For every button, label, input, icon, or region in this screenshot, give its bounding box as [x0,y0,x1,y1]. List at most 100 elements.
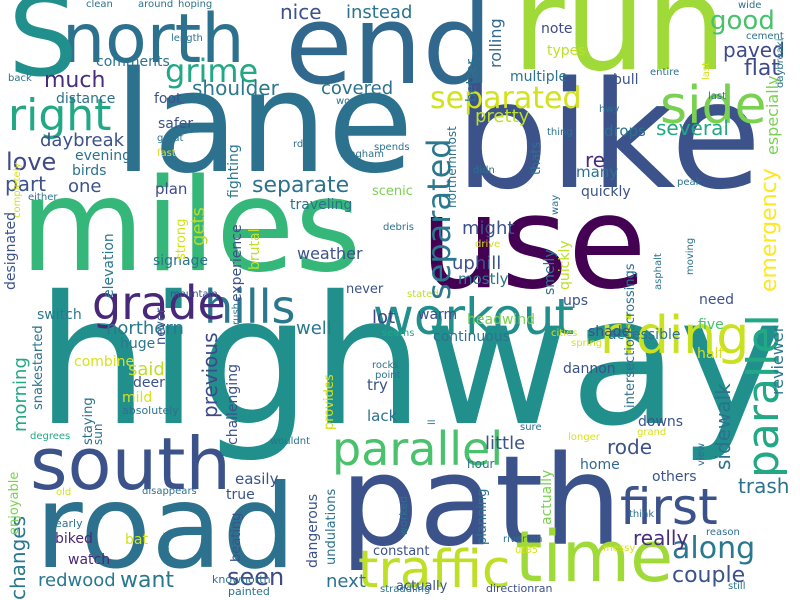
word-clean: completely [12,162,23,218]
word-ll: hour [467,457,495,471]
word-lack: lack [367,407,398,425]
word-warm: warm [418,307,458,323]
word-mild: mild [122,390,153,406]
word-highway: highway [36,258,785,465]
word-northernmost: northernmost [445,126,459,208]
word-directionran: actually [396,579,448,594]
word-others: others [652,469,697,485]
word-plan: plan [155,180,188,198]
word-risk: near [276,517,287,540]
word-think: reason [706,527,740,538]
word-snakestarted: snakestarted [31,325,46,410]
word-comments: comments [96,54,170,70]
word-south: south [30,422,232,506]
word-signage: signage [153,253,209,269]
word-workout: workout [373,288,575,346]
word-best: never [346,282,384,297]
word-intersectionscrossings: directionran [486,582,553,595]
word-provides: provides [322,374,337,430]
word-mostly: mostly [458,270,509,288]
word-huge: huge [120,336,156,352]
word-uphill: uphill [452,253,502,274]
word-old: disappears [142,486,197,497]
word-never: never [154,307,169,345]
word-quickly: quickly [557,240,573,290]
word-grand: view [696,442,707,466]
word-experience: experience [229,224,245,302]
word-knownorth: painted [228,585,270,598]
word-fast: worst [336,96,364,107]
word-five: five [698,317,724,333]
word-disappears: risk [161,532,172,550]
word-want: want [120,568,175,593]
word-wide: hoping [178,0,213,10]
word-straddling: worked [397,496,410,536]
word-rocks: point [375,370,401,381]
word-stated: spring [571,338,603,349]
word-constant: constant [373,544,430,559]
word-instead: instead [346,2,413,23]
word-rolling: rolling [486,18,505,68]
word-separate: separate [252,173,350,198]
word-watch: watch [68,552,111,568]
word-longer: grand [637,427,667,438]
word-point: wouldnt [270,436,311,447]
word-really: really [633,526,689,550]
word-sun: combine [74,354,135,370]
word-beating: beating [229,512,244,562]
word-downs: downs [638,414,684,430]
word-still: ut85 [515,545,538,556]
word-actually: actually [539,469,555,525]
word-switch: switch [37,307,82,323]
word-asphalt: drive [475,239,501,250]
word-distance: distance [56,91,116,107]
word-continuous: continuous [433,329,510,345]
word-several: several [656,116,729,140]
word-daybreaki: entire [650,67,680,78]
word-rush: mountain [170,289,218,300]
word-home: home [580,457,620,473]
word-traffic: traffic [358,540,511,600]
word-seen: seen [227,563,285,591]
word-shade: shade [588,324,631,340]
word-flat: flat [744,56,780,81]
word-safer: safer [158,116,194,132]
word-shoulder: shoulder [192,76,279,100]
word-couple: couple [672,563,746,588]
word-grime: grime [165,52,259,90]
word-types: types [547,43,586,59]
word-drive: debris [383,222,414,233]
word-back: length [171,33,203,44]
word-grade: right [8,90,112,141]
word-easily: easily [235,470,279,488]
word-end: end [285,0,493,109]
word-thing: didn [473,165,495,176]
word-said: said [128,359,165,380]
word-reviewer: reviewer [768,325,787,395]
word-morning: morning [10,357,31,432]
word-thats: thats [529,141,544,175]
word-scenic: scenic [372,184,413,199]
word-rd: bingham [340,149,385,160]
word-time: time [515,516,674,598]
word-intersection: separated [430,81,582,116]
word-bike: bike [455,50,762,222]
word-along: along [672,531,756,566]
word-dannon: dannon [563,361,616,377]
word-early: planning [475,488,490,545]
word-hoping: around [138,0,174,10]
word-right: hills [204,280,296,334]
word-well: well [296,318,332,339]
word-need: need [699,292,734,308]
word-might: might [462,218,515,239]
word-combine: intersectionscrossings [623,263,638,408]
word-either: back [8,73,32,84]
word-northern: northern [106,318,184,339]
word-challenging: challenging [225,364,241,445]
word-headwind: headwind [467,312,536,328]
word-hwy: last [701,61,712,80]
word-worked: early [55,517,83,530]
word-riding: first [620,478,718,536]
word-better: better [464,59,480,102]
word-rode: rode [607,435,653,459]
